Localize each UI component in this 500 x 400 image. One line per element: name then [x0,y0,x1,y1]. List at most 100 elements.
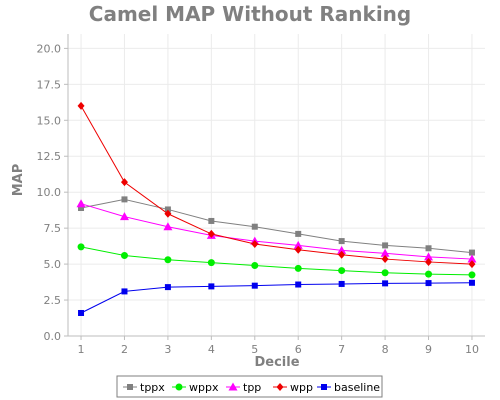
plot-series [76,101,477,316]
data-point-tpp [424,252,434,261]
y-tick-label: 5.0 [44,258,62,271]
series-line-baseline [80,282,472,314]
series-line-wppx [80,246,472,276]
data-point-baseline [425,280,432,287]
legend-item-tpp: tpp [226,381,261,394]
data-point-wpp [77,101,85,110]
data-point-wppx [164,256,172,264]
data-point-baseline [78,309,85,316]
series-tpp [76,199,477,263]
series-tppx [78,196,475,256]
data-point-tppx [382,242,389,249]
data-point-wpp [207,229,215,238]
data-point-tppx [208,217,215,224]
legend-marker [276,383,284,391]
legend-label: tpp [243,381,261,394]
x-axis-label: Decile [254,355,299,370]
x-tick-label: 2 [121,343,128,356]
series-line-tppx [80,198,473,254]
data-point-tppx [121,196,128,203]
legend-box [116,375,383,398]
data-point-wpp [251,239,259,248]
data-point-tppx [468,249,475,256]
y-tick-label: 15.0 [37,114,62,127]
legend-marker [321,384,327,390]
data-point-tpp [293,240,303,249]
legend-label: wpp [290,381,313,394]
y-tick-label: 10.0 [37,186,62,199]
data-point-wppx [468,271,476,279]
series-line-tpp [80,203,472,260]
legend-item-wppx: wppx [172,381,219,394]
data-point-wppx [425,270,433,278]
data-point-tpp [380,248,390,257]
chart-title: Camel MAP Without Ranking [89,2,411,26]
y-tick-label: 12.5 [37,150,62,163]
data-point-wppx [207,259,215,267]
data-point-tppx [338,238,345,245]
legend-marker [175,383,183,391]
legend: tppx wppx tpp wpp baseline [116,375,383,398]
y-tick-label: 17.5 [37,78,62,91]
series-baseline [78,279,475,316]
x-tick-label: 6 [295,343,302,356]
data-point-tpp [76,199,86,208]
x-tick-label: 8 [382,343,389,356]
legend-item-tppx: tppx [123,381,165,394]
legend-item-baseline: baseline [317,381,380,394]
x-tick-label: 9 [425,343,432,356]
data-point-baseline [251,282,258,289]
data-point-tpp [163,222,173,231]
data-point-wppx [120,251,128,259]
data-point-wppx [294,264,302,272]
legend-label: wppx [189,381,219,394]
data-point-wpp [294,245,302,254]
data-point-baseline [121,288,128,295]
x-tick-label: 3 [164,343,171,356]
data-point-baseline [164,284,171,291]
data-point-wppx [77,243,85,251]
legend-item-wpp: wpp [273,381,313,394]
data-point-wppx [338,267,346,275]
data-point-tppx [425,245,432,252]
data-point-wpp [425,257,433,266]
legend-label: tppx [140,381,165,394]
data-point-baseline [295,281,302,288]
data-point-tpp [337,245,347,254]
data-point-tppx [164,206,171,213]
data-point-baseline [208,283,215,290]
y-tick-label: 0.0 [44,330,62,343]
series-wpp [77,101,476,269]
data-point-wppx [381,269,389,277]
data-point-baseline [382,280,389,287]
y-tick-label: 2.5 [44,294,62,307]
data-point-tpp [467,254,477,263]
data-point-baseline [468,279,475,286]
legend-label: baseline [334,381,380,394]
data-point-wpp [164,209,172,218]
x-tick-label: 10 [465,343,479,356]
series-wppx [77,243,476,279]
y-axis: 0.0 2.5 5.0 7.5 10.0 12.5 15.0 17.5 20.0 [37,34,69,343]
x-tick-label: 5 [251,343,258,356]
data-point-tppx [295,230,302,237]
legend-marker [127,384,133,390]
data-point-wpp [468,260,476,269]
y-tick-label: 7.5 [44,222,62,235]
x-tick-label: 1 [78,343,85,356]
x-tick-label: 7 [338,343,345,356]
data-point-tppx [78,205,85,212]
x-axis: 1 2 3 4 5 6 7 8 9 10 [68,335,485,356]
legend-marker [228,382,238,391]
data-point-baseline [338,280,345,287]
data-point-tppx [251,223,258,230]
x-tick-label: 4 [208,343,215,356]
data-point-tpp [119,212,129,221]
y-axis-label: MAP [11,164,26,197]
data-point-wpp [120,178,128,187]
data-point-wppx [251,262,259,270]
data-point-wpp [338,250,346,259]
y-tick-label: 20.0 [37,42,62,55]
data-point-wpp [381,255,389,264]
